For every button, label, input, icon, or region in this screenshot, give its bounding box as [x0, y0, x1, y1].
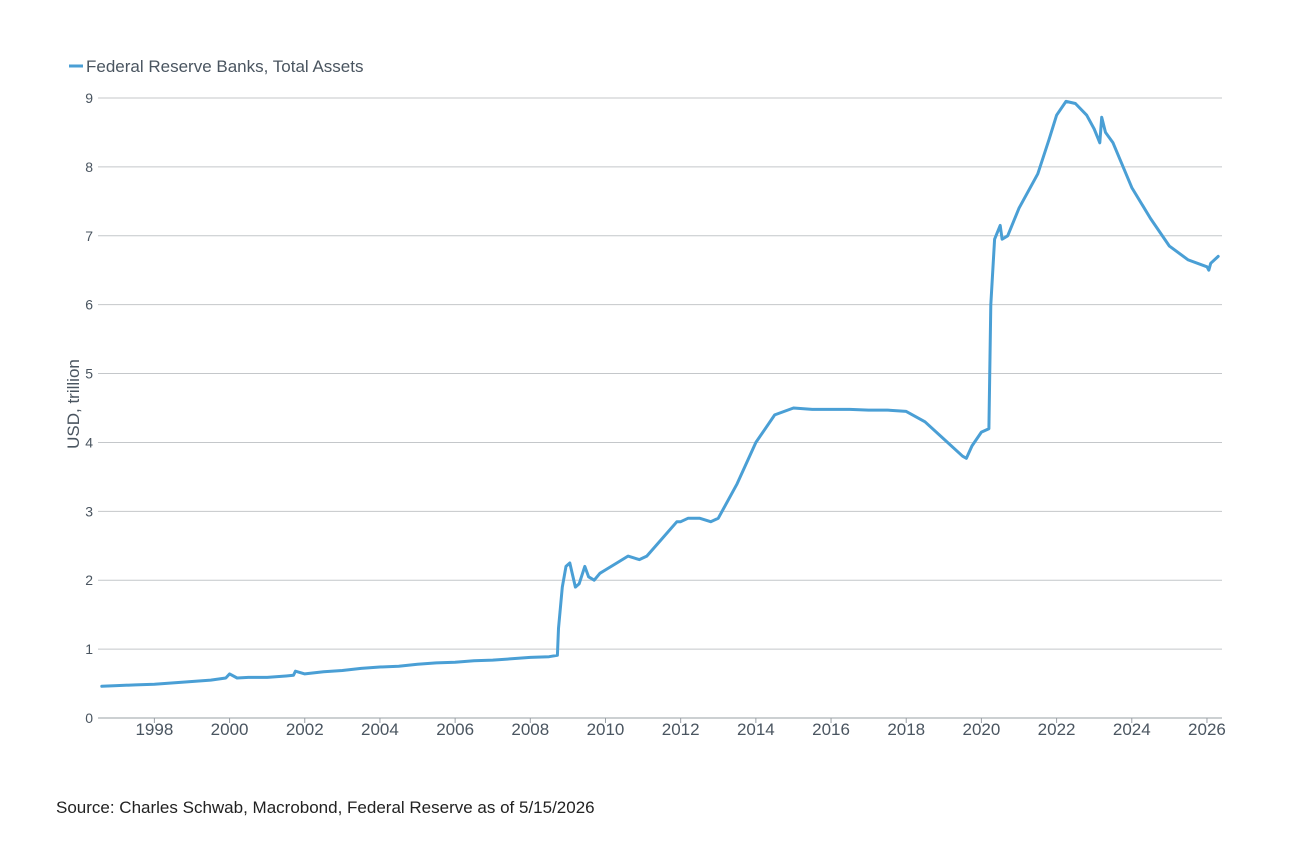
y-tick-label: 8	[85, 159, 93, 175]
gridlines	[98, 97, 1222, 719]
y-tick-label: 7	[85, 228, 93, 244]
source-note: Source: Charles Schwab, Macrobond, Feder…	[56, 798, 595, 817]
x-tick-label: 2008	[511, 720, 549, 739]
x-tick-label: 2006	[436, 720, 474, 739]
legend: Federal Reserve Banks, Total Assets	[69, 57, 364, 76]
x-tick-label: 2020	[962, 720, 1000, 739]
x-tick-label: 2014	[737, 720, 775, 739]
x-tick-label: 2018	[887, 720, 925, 739]
y-tick-label: 1	[85, 641, 93, 657]
y-tick-label: 0	[85, 710, 93, 726]
x-axis-ticks: 1998 2000 2002 2004 2006 2008 2010 2012 2014 2016…	[135, 718, 1226, 739]
legend-label: Federal Reserve Banks, Total Assets	[86, 57, 364, 76]
x-tick-label: 2022	[1038, 720, 1076, 739]
y-tick-label: 4	[85, 434, 93, 450]
y-tick-label: 3	[85, 503, 93, 519]
x-tick-label: 2000	[211, 720, 249, 739]
x-tick-label: 2002	[286, 720, 324, 739]
series-line-total-assets	[100, 99, 1220, 688]
x-tick-label: 2004	[361, 720, 399, 739]
x-tick-label: 2016	[812, 720, 850, 739]
x-tick-label: 2026	[1188, 720, 1226, 739]
y-tick-label: 6	[85, 297, 93, 313]
y-axis-label: USD, trillion	[64, 359, 83, 449]
x-tick-label: 2024	[1113, 720, 1151, 739]
y-tick-label: 9	[85, 90, 93, 106]
y-tick-label: 2	[85, 572, 93, 588]
y-axis-ticks: 0 1 2 3 4 5 6 7 8 9	[85, 90, 93, 726]
y-tick-label: 5	[85, 366, 93, 382]
x-tick-label: 1998	[135, 720, 173, 739]
x-tick-label: 2010	[587, 720, 625, 739]
x-tick-label: 2012	[662, 720, 700, 739]
